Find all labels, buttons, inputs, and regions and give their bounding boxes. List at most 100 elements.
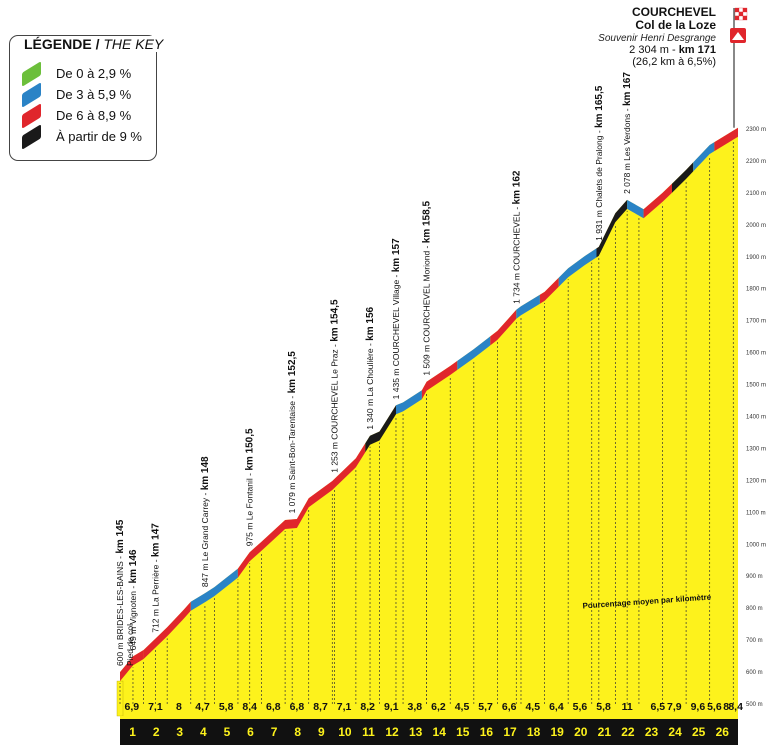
gradient-segment bbox=[143, 601, 191, 659]
y-tick-label: 900 m bbox=[746, 574, 763, 580]
km-marker: 3 bbox=[176, 725, 183, 739]
y-tick-label: 1800 m bbox=[746, 287, 766, 293]
finish-subtitle: Souvenir Henri Desgrange bbox=[598, 33, 716, 44]
km-axis-band bbox=[120, 716, 738, 745]
gradient-label: 4,5 bbox=[455, 701, 470, 713]
waypoint-km: km 147 bbox=[150, 523, 161, 557]
km-marker: 18 bbox=[527, 725, 541, 739]
gradient-label: 5,7 bbox=[478, 701, 493, 713]
gradient-label: 3,8 bbox=[408, 701, 423, 713]
waypoint-text: 975 m Le Fontanil - bbox=[245, 471, 255, 547]
waypoint-text: 600 m BRIDES-LES-BAINS - bbox=[115, 554, 125, 666]
waypoint-km: km 157 bbox=[391, 238, 402, 272]
flag-check bbox=[738, 15, 744, 21]
waypoint-text: 712 m La Perrière - bbox=[150, 557, 160, 633]
gradient-segment bbox=[714, 127, 738, 152]
gradient-segment bbox=[558, 248, 597, 287]
waypoint-label: 2 078 m Les Verdons - km 167 bbox=[622, 72, 633, 194]
gradient-label: 5,8 bbox=[596, 701, 611, 713]
gradient-label: 7,9 bbox=[667, 701, 682, 713]
gradient-label: 7,1 bbox=[337, 701, 352, 713]
y-tick-label: 2200 m bbox=[746, 159, 766, 165]
gradient-label: 4,7 bbox=[195, 701, 210, 713]
gradient-segment bbox=[396, 390, 422, 415]
gradient-segment bbox=[596, 199, 628, 258]
waypoint-km: km 165,5 bbox=[594, 85, 605, 128]
y-tick-label: 1400 m bbox=[746, 415, 766, 421]
gradient-label: 5,8 bbox=[219, 701, 234, 713]
waypoint-label: 600 m BRIDES-LES-BAINS - km 145 bbox=[115, 519, 126, 666]
km-marker: 24 bbox=[668, 725, 682, 739]
gradient-label: 8,4 bbox=[728, 701, 743, 713]
waypoint-text: 1 079 m Saint-Bon-Tarentaise - bbox=[287, 393, 297, 513]
finish-name-line1: COURCHEVEL bbox=[631, 5, 716, 19]
finish-name-line2: Col de la Loze bbox=[635, 18, 716, 32]
gradient-label: 6,6 bbox=[502, 701, 517, 713]
waypoint-label: 1 435 m COURCHEVEL Village - km 157 bbox=[391, 238, 402, 399]
y-tick-label: 1600 m bbox=[746, 351, 766, 357]
gradient-segment bbox=[365, 405, 396, 453]
gradient-segment bbox=[120, 650, 144, 682]
waypoint-km: km 150,5 bbox=[245, 428, 256, 471]
finish-info: 2 304 m - km 171 (26,2 km à 6,5%) bbox=[629, 44, 716, 68]
legend-label: De 3 à 5,9 % bbox=[56, 87, 132, 102]
gradient-segment bbox=[539, 277, 559, 304]
gradient-segment bbox=[490, 309, 517, 346]
km-marker: 21 bbox=[598, 725, 612, 739]
waypoint-label: 649 m Vignoten - km 146 bbox=[128, 549, 139, 650]
y-tick-label: 800 m bbox=[746, 606, 763, 612]
waypoint-text: 1 253 m COURCHEVEL Le Praz - bbox=[330, 342, 340, 473]
km-axis-base: 1 2 3 4 5 6 7 8 9 10 11 12 13 14 15 16 17 18 19 20 21 22 23 24 2… bbox=[120, 716, 738, 745]
waypoint-text: 1 734 m COURCHEVEL - bbox=[511, 204, 521, 303]
profile-fill bbox=[120, 127, 738, 716]
waypoint-km: km 154,5 bbox=[330, 299, 341, 342]
flag-check bbox=[738, 7, 744, 13]
profile-gradient-strip bbox=[120, 127, 738, 682]
km-marker: 22 bbox=[621, 725, 635, 739]
flag-check bbox=[742, 11, 748, 17]
gradient-labels: 6,9 7,1 8 4,7 5,8 8,4 6,8 6,8 8,7 7,1 8,2 9,1 3,8 6,2… bbox=[124, 701, 743, 713]
waypoint-km: km 146 bbox=[128, 549, 139, 583]
waypoint-label: 1 734 m COURCHEVEL - km 162 bbox=[511, 170, 522, 304]
km-marker: 10 bbox=[338, 725, 352, 739]
finish-climb: (26,2 km à 6,5%) bbox=[632, 56, 716, 68]
km-marker: 11 bbox=[362, 725, 375, 739]
finish-flag bbox=[730, 7, 748, 128]
waypoint-label: 847 m Le Grand Carrey - km 148 bbox=[200, 456, 211, 587]
waypoint-text: 1 340 m La Choulière - bbox=[365, 341, 375, 430]
mountain-icon bbox=[732, 32, 744, 40]
waypoint-label: 712 m La Perrière - km 147 bbox=[150, 523, 161, 633]
y-tick-label: 700 m bbox=[746, 638, 763, 644]
gradient-label: 8,4 bbox=[242, 701, 257, 713]
finish-altitude: 2 304 m bbox=[629, 44, 669, 56]
y-tick-label: 600 m bbox=[746, 670, 763, 676]
gradient-label: 9,1 bbox=[384, 701, 399, 713]
y-tick-label: 1100 m bbox=[746, 510, 766, 516]
km-marker: 23 bbox=[645, 725, 659, 739]
gradient-label: 8 bbox=[723, 701, 729, 713]
finish-name: COURCHEVEL Col de la Loze bbox=[632, 6, 716, 32]
km-marker: 12 bbox=[385, 725, 399, 739]
waypoint-label: 1 509 m COURCHEVEL Moriond - km 158,5 bbox=[422, 201, 433, 376]
flag-check bbox=[738, 11, 744, 17]
y-tick-label: 1300 m bbox=[746, 446, 766, 452]
gradient-label: 9,6 bbox=[691, 701, 706, 713]
gradient-label: 4,5 bbox=[525, 701, 540, 713]
flag-check bbox=[742, 7, 748, 13]
legend-title-en: THE KEY bbox=[103, 36, 164, 52]
flag-check bbox=[734, 7, 740, 13]
km-marker: 25 bbox=[692, 725, 706, 739]
y-axis-ticks: 500 m 600 m 700 m 800 m 900 m 1000 m 1100 m 120… bbox=[746, 127, 766, 708]
waypoint-km: km 145 bbox=[115, 519, 126, 553]
km-marker: 8 bbox=[294, 725, 301, 739]
km-marker: 7 bbox=[271, 725, 278, 739]
waypoint-km: km 156 bbox=[365, 306, 376, 340]
km-marker: 4 bbox=[200, 725, 207, 739]
gradient-segment bbox=[672, 162, 694, 193]
gradient-label: 6,9 bbox=[124, 701, 139, 713]
gradient-segment bbox=[627, 199, 644, 219]
waypoint-km: km 152,5 bbox=[287, 351, 298, 394]
finish-km: km 171 bbox=[678, 44, 716, 56]
